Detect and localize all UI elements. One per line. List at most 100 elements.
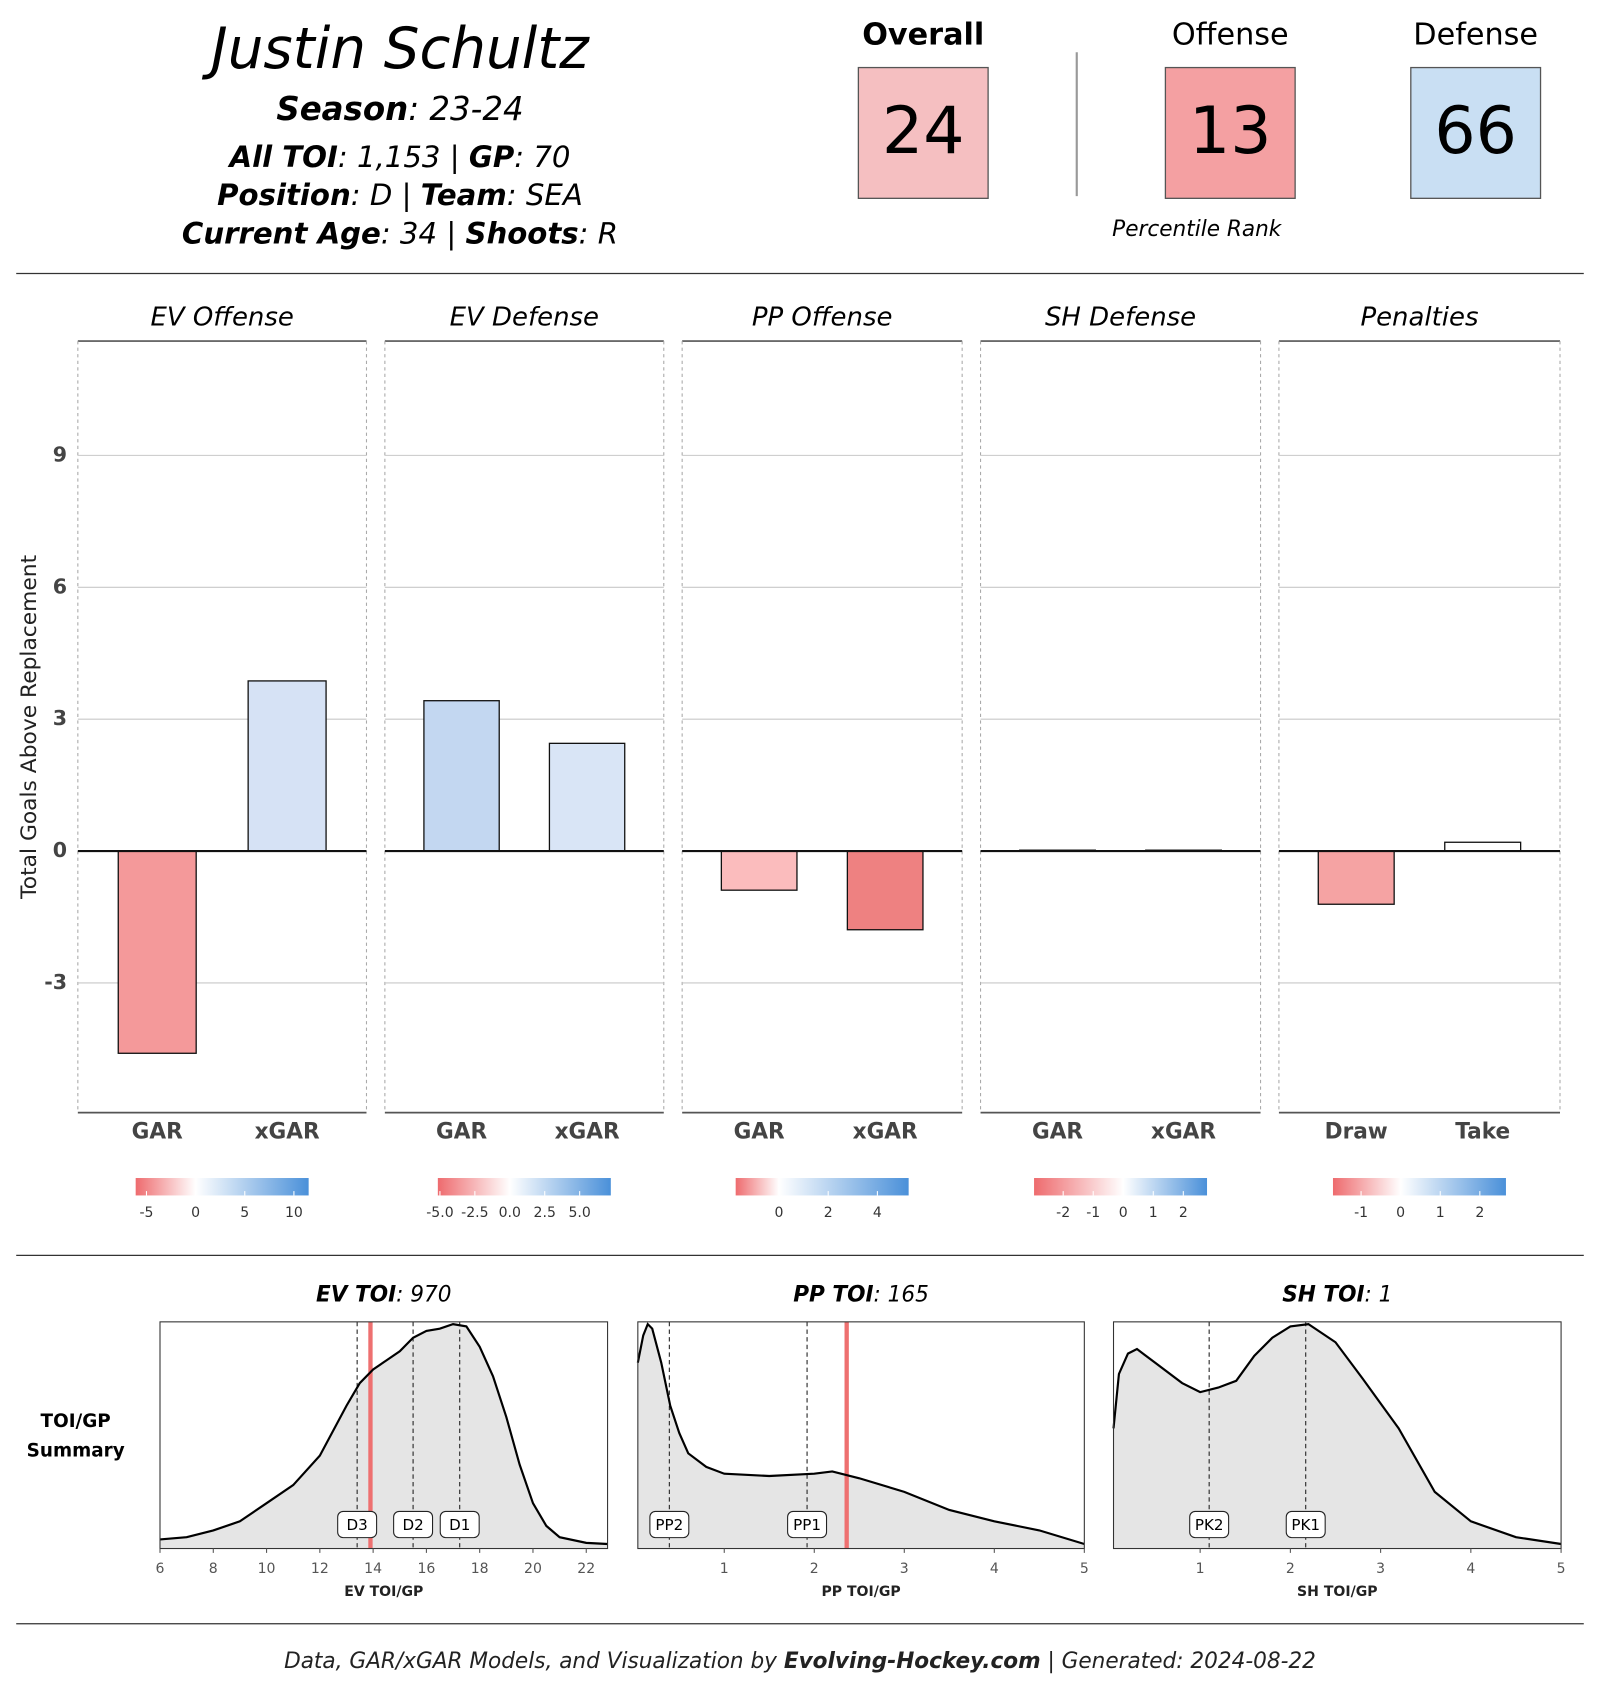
x-tick-label: 10: [258, 1561, 276, 1577]
colorbar: [135, 1178, 309, 1196]
info-line-part: : 70: [514, 139, 570, 173]
y-tick-label: -3: [44, 970, 67, 994]
colorbar-tick-label: 4: [873, 1205, 882, 1221]
percentile-value: 13: [1189, 94, 1272, 169]
quantile-label: PP1: [793, 1516, 821, 1534]
quantile-label-box: [1189, 1510, 1230, 1539]
x-tick-label: GAR: [132, 1119, 183, 1144]
panel-title: SH Defense: [1045, 303, 1196, 333]
colorbar-tick-label: 0: [191, 1205, 200, 1221]
plot-frame: [159, 1321, 609, 1550]
info-line: Position: D | Team: SEA: [217, 178, 583, 213]
colorbar-tick-label: 2: [1179, 1205, 1188, 1221]
percentile-value: 66: [1434, 94, 1517, 169]
colorbar-tick-label: 2: [824, 1205, 833, 1221]
toi-label: TOI/GP: [41, 1411, 111, 1432]
x-axis-label: SH TOI/GP: [1297, 1584, 1378, 1600]
footer: Data, GAR/xGAR Models, and Visualization…: [284, 1649, 1316, 1674]
panel-title: EV Defense: [450, 303, 599, 333]
info-line-part: : R: [579, 216, 618, 250]
colorbar-tick-label: 0: [775, 1205, 784, 1221]
percentile-box: [1410, 66, 1542, 199]
density-line: [636, 1322, 1085, 1546]
info-line-part: Shoots: [465, 216, 578, 250]
panel-title: Penalties: [1360, 303, 1478, 333]
footer-part: Evolving-Hockey.com: [784, 1649, 1041, 1674]
panel-title: PP Offense: [752, 303, 893, 333]
density-line: [159, 1323, 608, 1546]
percentile-label: Overall: [862, 17, 984, 52]
x-tick-label: 6: [156, 1561, 165, 1577]
percentile-label: Defense: [1413, 17, 1538, 52]
info-line-part: : SEA: [507, 178, 583, 212]
bar: [846, 850, 924, 931]
quantile-label: PK2: [1195, 1516, 1224, 1534]
density-area: [1113, 1324, 1562, 1549]
x-tick-label: Take: [1455, 1119, 1510, 1144]
toi-label: Summary: [27, 1440, 125, 1461]
info-line-part: Position: [217, 178, 351, 212]
colorbar-tick-label: 2: [1475, 1205, 1484, 1221]
colorbar-tick-label: -2.5: [461, 1205, 488, 1221]
x-tick-label: GAR: [734, 1119, 785, 1144]
panel-title: SH TOI: 1: [1282, 1283, 1392, 1308]
info-line: Season: 23-24: [276, 90, 523, 128]
percentile-value: 24: [882, 94, 965, 169]
x-tick-label: xGAR: [853, 1119, 918, 1144]
colorbar-tick-label: 2.5: [534, 1205, 556, 1221]
x-tick-label: 20: [524, 1561, 542, 1577]
colorbar-tick-label: -5.0: [426, 1205, 453, 1221]
quantile-label-box: [393, 1510, 434, 1539]
info-line-part: Season: [276, 90, 408, 128]
x-tick-label: 2: [1286, 1561, 1295, 1577]
panel-title: EV TOI: 970: [316, 1283, 452, 1308]
panel-title-part: EV TOI: [316, 1283, 396, 1308]
x-tick-label: 3: [1376, 1561, 1385, 1577]
bar: [423, 700, 500, 852]
colorbar: [735, 1178, 909, 1196]
panel-title-part: : 165: [874, 1283, 929, 1308]
panel-title: EV Offense: [150, 303, 293, 333]
x-tick-label: 8: [209, 1561, 218, 1577]
quantile-label-box: [1285, 1510, 1326, 1539]
colorbar-tick-label: -5: [139, 1205, 153, 1221]
quantile-label-box: [337, 1510, 378, 1539]
quantile-label: PP2: [655, 1516, 683, 1534]
x-tick-label: 4: [990, 1561, 999, 1577]
info-line: All TOI: 1,153 | GP: 70: [228, 139, 571, 174]
colorbar: [1034, 1178, 1208, 1196]
y-tick-label: 0: [53, 838, 67, 862]
colorbar-tick-label: 0: [1396, 1205, 1405, 1221]
percentile-box: [857, 66, 989, 199]
bar: [548, 742, 626, 852]
x-tick-label: 5: [1080, 1561, 1089, 1577]
y-tick-label: 9: [53, 442, 67, 466]
info-line-part: : 34 |: [381, 216, 466, 251]
quantile-label-box: [439, 1510, 480, 1539]
info-line-part: : 1,153 |: [338, 139, 469, 174]
info-line-part: Current Age: [182, 216, 381, 250]
colorbar-tick-label: 1: [1149, 1205, 1158, 1221]
x-tick-label: 1: [1196, 1561, 1205, 1577]
x-tick-label: GAR: [1032, 1119, 1083, 1144]
x-tick-label: Draw: [1325, 1119, 1388, 1144]
colorbar-tick-label: -1: [1086, 1205, 1100, 1221]
colorbar: [1332, 1178, 1506, 1196]
bar: [117, 850, 197, 1054]
colorbar-tick-label: 1: [1436, 1205, 1445, 1221]
colorbar-tick-label: 5.0: [568, 1205, 590, 1221]
x-tick-label: 16: [417, 1561, 435, 1577]
y-tick-label: 3: [53, 706, 67, 730]
info-line-part: GP: [469, 139, 515, 173]
footer-part: Data, GAR/xGAR Models, and Visualization…: [284, 1649, 784, 1674]
x-tick-label: 4: [1466, 1561, 1475, 1577]
panel-title-part: PP TOI: [793, 1283, 873, 1308]
y-axis-label: Total Goals Above Replacement: [17, 555, 42, 900]
x-axis-label: PP TOI/GP: [821, 1584, 900, 1600]
colorbar-tick-label: 10: [285, 1205, 303, 1221]
x-tick-label: 14: [364, 1561, 382, 1577]
colorbar-tick-label: 0.0: [499, 1205, 521, 1221]
bar: [720, 850, 798, 891]
x-tick-label: xGAR: [555, 1119, 620, 1144]
